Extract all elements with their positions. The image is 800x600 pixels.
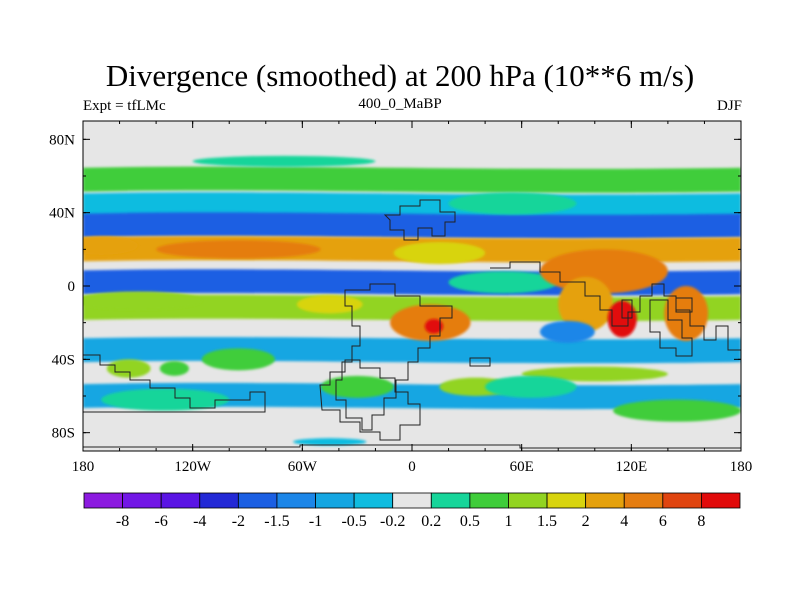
- field-blob-8: [424, 319, 444, 334]
- colorbar-label: -8: [116, 513, 129, 530]
- subtitle-experiment: Expt = tfLMc: [83, 98, 166, 114]
- coast-arabia: [469, 357, 491, 367]
- x-tick-label: 120E: [615, 459, 647, 475]
- coastline-outline: [83, 199, 741, 449]
- colorbar-label: 6: [659, 513, 667, 530]
- field-blob-11: [664, 286, 709, 341]
- field-blob-18: [521, 366, 668, 382]
- field-blob-1: [156, 240, 321, 259]
- y-axis: 80N 40N 0 40S 80S: [49, 132, 741, 442]
- colorbar-label: 8: [697, 513, 705, 530]
- x-tick-label: 0: [408, 459, 416, 475]
- coast-asia: [490, 261, 741, 351]
- colorbar-swatch: [199, 492, 239, 509]
- colorbar-swatch: [160, 492, 201, 509]
- x-tick-label: 180: [72, 459, 95, 475]
- field-band-2: [83, 212, 741, 239]
- coast-antarctica: [83, 444, 741, 449]
- colorbar-swatch: [237, 492, 278, 509]
- coast-maritime: [621, 297, 693, 319]
- colorbar-swatch: [508, 492, 548, 509]
- field-band-7: [83, 382, 741, 410]
- y-tick-label: 80N: [49, 132, 75, 148]
- colorbar-swatch: [353, 492, 394, 509]
- y-tick-label: 80S: [52, 426, 75, 442]
- colorbar-swatch: [83, 492, 123, 509]
- colorbar-label: -1: [309, 513, 322, 530]
- y-tick-label: 40S: [52, 352, 75, 368]
- colorbar-label: -0.2: [380, 513, 405, 530]
- colorbar-swatch: [623, 492, 664, 509]
- x-tick-label: 60W: [288, 459, 318, 475]
- colorbar-label: 1.5: [537, 513, 557, 530]
- field-blob-6: [607, 300, 637, 338]
- field-blob-0: [83, 236, 138, 255]
- subtitle-season: DJF: [716, 98, 742, 114]
- colorbar-swatch: [469, 492, 509, 509]
- colorbar-label: 2: [582, 513, 590, 530]
- colorbar-label: 0.5: [460, 513, 480, 530]
- colorbar-label: -1.5: [264, 513, 289, 530]
- field-blob-24: [293, 438, 367, 446]
- colorbar-swatch: [546, 492, 587, 509]
- colorbar-label: -0.5: [341, 513, 366, 530]
- x-tick-label: 120W: [174, 459, 212, 475]
- colorbar-label: 1: [504, 513, 512, 530]
- field-blob-10: [83, 291, 202, 310]
- colorbar: -8 -6 -4 -2 -1.5 -1 -0.5 -0.2 0.2 0.5 1 1.5 2 4 6 8: [83, 492, 741, 530]
- field-blob-22: [448, 192, 577, 215]
- colorbar-swatch: [392, 492, 432, 509]
- field-blob-2: [393, 242, 486, 264]
- field-band-1: [83, 192, 741, 219]
- coast-africa: [319, 359, 421, 441]
- field-blob-9: [296, 295, 363, 314]
- chart-title: Divergence (smoothed) at 200 hPa (10**6 …: [105, 58, 695, 93]
- field-blob-13: [106, 359, 151, 378]
- field-blob-12: [539, 320, 595, 343]
- field-blob-15: [159, 361, 190, 376]
- y-tick-label: 0: [68, 279, 76, 295]
- field-band-0: [83, 166, 741, 193]
- x-tick-label: 60E: [510, 459, 534, 475]
- divergence-field: [83, 155, 741, 446]
- field-blob-17: [613, 399, 741, 422]
- colorbar-swatch: [585, 492, 625, 509]
- coast-europe: [383, 199, 456, 241]
- colorbar-swatch: [276, 492, 316, 509]
- colorbar-swatch: [662, 492, 702, 509]
- field-band-6: [83, 337, 741, 364]
- colorbar-swatch: [315, 492, 355, 509]
- field-blob-23: [192, 155, 376, 167]
- colorbar-label: -2: [232, 513, 245, 530]
- field-blob-3: [448, 271, 559, 294]
- colorbar-label: -4: [193, 513, 206, 530]
- colorbar-swatch: [122, 492, 162, 509]
- field-blob-5: [558, 276, 614, 332]
- field-blob-21: [101, 388, 230, 411]
- subtitle-period: 400_0_MaBP: [358, 96, 442, 112]
- colorbar-label: 0.2: [421, 513, 441, 530]
- coast-south-america: [335, 283, 453, 431]
- colorbar-swatch: [430, 492, 471, 509]
- colorbar-label: -6: [155, 513, 168, 530]
- field-blob-19: [320, 375, 394, 398]
- colorbar-label: 4: [620, 513, 628, 530]
- field-blob-20: [485, 375, 577, 398]
- coast-australia: [649, 299, 693, 357]
- y-tick-label: 40N: [49, 206, 75, 222]
- colorbar-swatch: [701, 492, 741, 509]
- coast-north-america: [83, 354, 266, 413]
- field-blob-14: [201, 348, 275, 371]
- x-tick-label: 180: [730, 459, 753, 475]
- x-axis: 180 120W 60W 0 60E 120E 180: [72, 121, 753, 475]
